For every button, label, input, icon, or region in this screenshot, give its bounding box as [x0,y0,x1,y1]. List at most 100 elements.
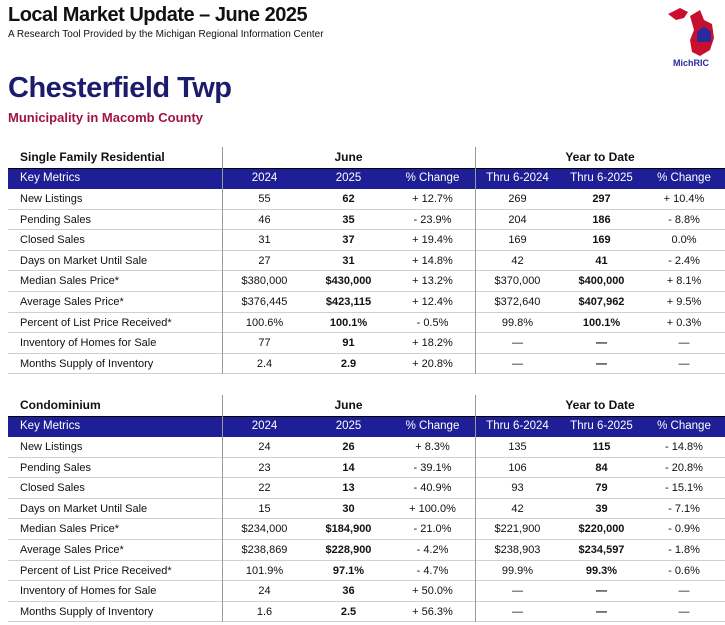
cell: Months Supply of Inventory [20,605,154,618]
cell: 169 [508,234,527,247]
cell: 93 [511,482,524,495]
cell: - 7.1% [668,502,700,515]
cell: - 21.0% [413,523,452,536]
divider [475,395,476,623]
cell: 297 [592,193,611,205]
cell: + 14.8% [412,254,453,267]
column-header: Thru 6-2025 [570,420,633,432]
cell: + 13.2% [412,275,453,288]
cell: 2.4 [256,357,273,370]
column-header: % Change [405,420,460,432]
cell: Inventory of Homes for Sale [20,337,157,350]
cell: 26 [342,441,355,453]
cell: 204 [508,213,527,226]
cell: — [596,605,607,618]
cell: + 8.1% [666,275,702,288]
cell: 101.9% [245,564,284,577]
cell: - 23.9% [413,213,452,226]
divider [475,147,476,375]
cell: — [678,357,690,370]
cell: Months Supply of Inventory [20,357,154,370]
column-header: 2024 [251,420,278,432]
cell: + 50.0% [412,585,453,598]
cell: $372,640 [494,296,541,308]
cell: 36 [342,585,355,598]
cell: $220,000 [578,523,625,536]
cell: 97.1% [332,564,365,577]
row-line [8,208,725,210]
cell: 106 [508,461,527,474]
logo: MichRIC [668,8,714,68]
title: Local Market Update – June 2025 [8,4,308,26]
cell: - 2.4% [668,254,700,267]
divider [222,395,223,623]
cell: - 4.7% [416,564,449,577]
column-header: % Change [657,420,711,432]
cell: — [678,605,690,618]
row-line [8,311,725,313]
cell: 23 [258,461,271,474]
cell: $234,597 [578,544,625,556]
cell: 100.6% [245,316,284,329]
municipality: Chesterfield Twp [8,72,232,104]
cell: 46 [258,213,271,226]
cell: + 12.4% [412,296,453,308]
row-line [8,291,725,292]
group-header: June [334,398,363,412]
cell: 14 [342,461,355,474]
row-line [8,580,725,582]
cell: 91 [342,337,355,350]
row-line [8,600,725,602]
cell: 13 [342,482,355,495]
subtitle: A Research Tool Provided by the Michigan… [8,29,324,40]
cell: — [512,605,523,618]
cell: $221,900 [494,523,541,536]
cell: New Listings [20,441,83,453]
cell: — [596,585,607,598]
row-line [8,373,725,375]
cell: - 1.8% [668,544,700,556]
cell: + 20.8% [412,357,453,370]
divider [222,147,223,375]
cell: - 8.8% [668,213,700,226]
cell: 115 [592,441,611,453]
cell: 77 [258,337,271,350]
cell: - 15.1% [665,482,703,495]
cell: Percent of List Price Received* [20,564,172,577]
row-line [8,332,725,334]
row-line [8,352,725,354]
cell: 135 [508,441,527,453]
cell: + 10.4% [663,193,705,205]
cell: 24 [258,585,271,598]
cell: — [512,357,523,370]
cell: $423,115 [325,296,372,308]
cell: $380,000 [241,275,288,288]
cell: — [596,337,607,350]
cell: Pending Sales [20,213,91,226]
cell: + 18.2% [412,337,453,350]
cell: 99.8% [501,316,534,329]
row-line [8,539,725,540]
cell: - 4.2% [416,544,449,556]
column-header: % Change [405,172,460,184]
cell: 35 [342,213,355,226]
cell: - 39.1% [413,461,452,474]
county: Municipality in Macomb County [8,110,204,125]
row-line [8,477,725,479]
header-bar [8,168,725,189]
cell: — [678,337,690,350]
cell: $228,900 [325,544,372,556]
cell: $184,900 [325,523,372,536]
cell: — [512,337,523,350]
cell: + 0.3% [666,316,702,329]
row-line [8,456,725,458]
cell: 100.1% [329,316,368,329]
cell: Days on Market Until Sale [20,254,148,267]
column-header: Thru 6-2025 [570,172,633,184]
cell: 62 [342,193,355,205]
cell: Average Sales Price* [20,296,124,308]
cell: + 19.4% [412,234,453,247]
cell: 99.9% [501,564,534,577]
cell: - 0.5% [416,316,449,329]
